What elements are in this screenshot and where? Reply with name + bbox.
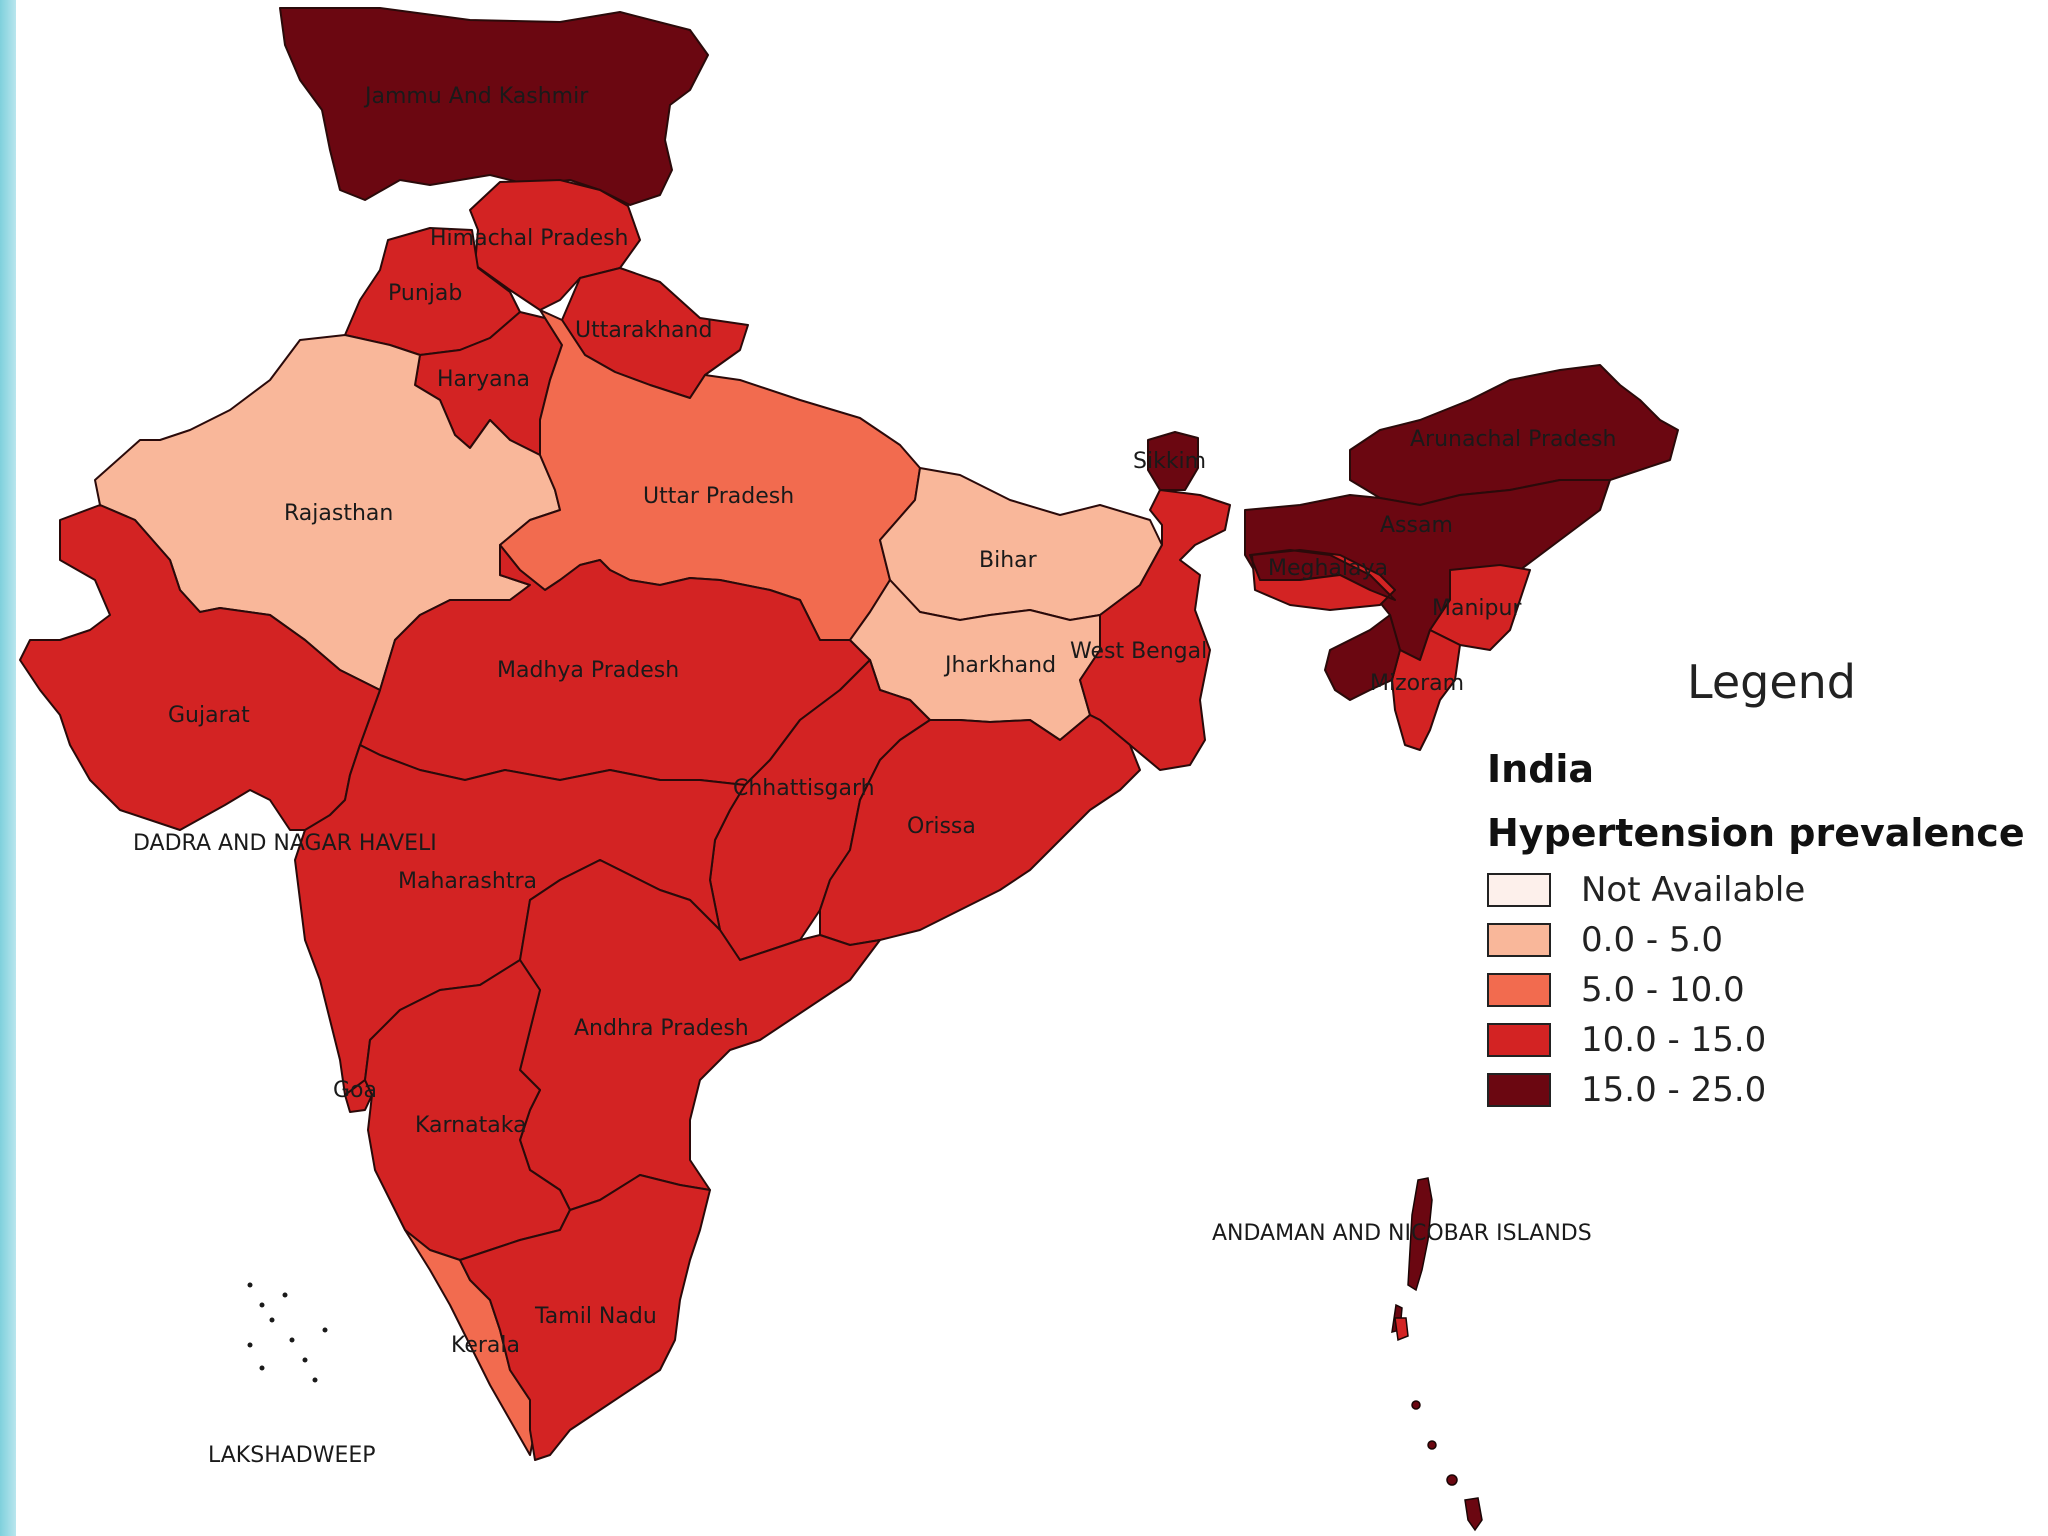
label-rajasthan: Rajasthan — [284, 501, 393, 526]
label-kerala: Kerala — [451, 1333, 520, 1358]
state-karnataka[interactable] — [364, 959, 571, 1261]
legend-item-10-15: 10.0 - 15.0 — [1487, 1015, 2047, 1065]
andaman-nicobar-islands — [1391, 1177, 1483, 1532]
legend-item-not-available: Not Available — [1487, 865, 2047, 915]
label-manipur: Manipur — [1432, 596, 1522, 621]
state-goa[interactable] — [344, 1079, 373, 1113]
legend-label: 0.0 - 5.0 — [1581, 920, 1724, 960]
legend-label: 10.0 - 15.0 — [1581, 1020, 1767, 1060]
label-dadra-nagar-haveli: DADRA AND NAGAR HAVELI — [133, 831, 437, 856]
legend-field-name: Hypertension prevalence — [1487, 811, 2025, 855]
legend-swatch — [1487, 1023, 1551, 1057]
label-sikkim: Sikkim — [1133, 449, 1206, 474]
left-edge-strip — [0, 0, 16, 1536]
state-manipur[interactable] — [1429, 564, 1531, 651]
legend-swatch — [1487, 973, 1551, 1007]
label-maharashtra: Maharashtra — [398, 869, 537, 894]
legend-layer-name: India — [1487, 747, 1595, 791]
legend-item-15-25: 15.0 - 25.0 — [1487, 1065, 2047, 1115]
label-assam: Assam — [1380, 513, 1453, 538]
label-meghalaya: Meghalaya — [1268, 556, 1388, 581]
label-arunachal-pradesh: Arunachal Pradesh — [1410, 427, 1616, 452]
label-west-bengal: West Bengal — [1070, 639, 1207, 664]
label-karnataka: Karnataka — [415, 1113, 527, 1138]
label-bihar: Bihar — [979, 548, 1038, 573]
state-mizoram[interactable] — [1391, 629, 1461, 751]
label-tamil-nadu: Tamil Nadu — [534, 1304, 657, 1329]
legend-swatch — [1487, 923, 1551, 957]
label-madhya-pradesh: Madhya Pradesh — [497, 658, 679, 683]
legend-label: Not Available — [1581, 870, 1806, 910]
state-tamil-nadu[interactable] — [459, 1174, 711, 1461]
state-bihar[interactable] — [879, 467, 1163, 621]
label-gujarat: Gujarat — [168, 703, 250, 728]
label-haryana: Haryana — [437, 367, 530, 392]
label-andaman-nicobar: ANDAMAN AND NICOBAR ISLANDS — [1212, 1221, 1592, 1246]
state-himachal-pradesh[interactable] — [469, 179, 641, 311]
state-sikkim[interactable] — [1147, 431, 1199, 491]
label-uttarakhand: Uttarakhand — [575, 318, 712, 343]
label-andhra-pradesh: Andhra Pradesh — [574, 1016, 749, 1041]
label-chhattisgarh: Chhattisgarh — [733, 776, 875, 801]
legend-label: 5.0 - 10.0 — [1581, 970, 1745, 1010]
label-punjab: Punjab — [388, 281, 462, 306]
label-goa: Goa — [333, 1078, 377, 1103]
state-orissa[interactable] — [819, 714, 1141, 946]
legend-item-0-5: 0.0 - 5.0 — [1487, 915, 2047, 965]
label-jharkhand: Jharkhand — [943, 653, 1056, 678]
label-himachal-pradesh: Himachal Pradesh — [430, 226, 629, 251]
legend-swatch — [1487, 1073, 1551, 1107]
label-jammu-and-kashmir: Jammu And Kashmir — [363, 84, 589, 109]
state-tripura[interactable] — [1324, 614, 1401, 701]
legend-swatch — [1487, 873, 1551, 907]
label-mizoram: Mizoram — [1370, 671, 1464, 696]
legend-item-5-10: 5.0 - 10.0 — [1487, 965, 2047, 1015]
label-orissa: Orissa — [907, 814, 976, 839]
legend-label: 15.0 - 25.0 — [1581, 1070, 1767, 1110]
legend-title: Legend — [1687, 655, 1856, 709]
label-lakshadweep: LAKSHADWEEP — [208, 1443, 376, 1468]
label-uttar-pradesh: Uttar Pradesh — [643, 484, 794, 509]
state-west-bengal[interactable] — [1079, 489, 1231, 771]
state-meghalaya[interactable] — [1249, 549, 1396, 611]
map-legend: Legend India Hypertension prevalence Not… — [1487, 655, 2047, 1115]
state-gujarat[interactable] — [19, 504, 381, 831]
lakshadweep-islands — [247, 1282, 328, 1383]
